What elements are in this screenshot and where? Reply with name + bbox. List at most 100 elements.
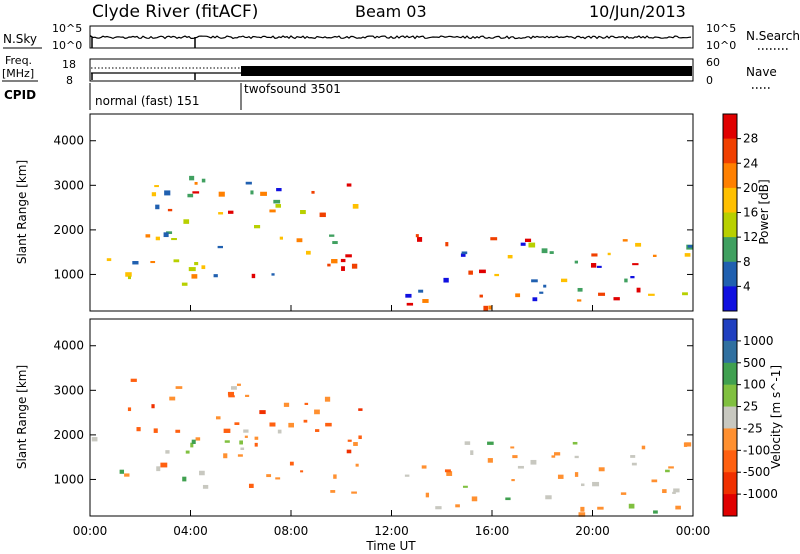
data-cell <box>672 491 676 494</box>
data-cell <box>576 299 582 302</box>
y-tick-label: 1000 <box>53 472 84 486</box>
data-cell <box>283 402 290 407</box>
data-cell <box>675 505 681 510</box>
data-cell <box>324 396 331 402</box>
colorbar-tick-label: 100 <box>743 378 766 392</box>
colorbar-swatch <box>723 261 737 287</box>
data-cell <box>631 462 637 466</box>
y-tick-label: 2000 <box>53 223 84 237</box>
data-cell <box>572 441 578 445</box>
colorbar-tick-label: 24 <box>743 156 758 170</box>
data-cell <box>684 442 692 447</box>
x-tick-label: 12:00 <box>374 524 409 538</box>
data-cell <box>543 284 547 288</box>
colorbar-swatch <box>723 494 737 517</box>
data-cell <box>479 294 483 298</box>
data-cell <box>166 231 173 235</box>
data-cell <box>346 449 352 454</box>
data-cell <box>470 450 474 455</box>
freq-unit-label: [MHz] <box>2 67 34 80</box>
data-cell <box>554 452 561 456</box>
data-cell <box>512 455 518 459</box>
data-cell <box>227 391 235 396</box>
colorbar-tick-label: -100 <box>743 443 770 457</box>
data-cell <box>652 254 657 257</box>
nsky-trace <box>90 34 692 48</box>
data-cell <box>240 447 245 450</box>
data-cell <box>598 292 606 296</box>
x-tick-label: 16:00 <box>475 524 510 538</box>
data-cell <box>243 429 249 433</box>
data-cell <box>607 252 611 256</box>
data-cell <box>507 254 513 259</box>
data-cell <box>653 510 658 514</box>
data-cell <box>248 483 254 488</box>
data-cell <box>218 212 224 215</box>
data-cell <box>191 439 196 445</box>
colorbar-tick-label: -25 <box>743 421 763 435</box>
data-cell <box>165 450 170 454</box>
freq-alternating-band <box>241 66 692 76</box>
data-cell <box>358 408 363 411</box>
data-cell <box>223 453 228 459</box>
nsearch-tick-top: 10^5 <box>706 22 736 35</box>
data-cell <box>269 422 276 427</box>
data-cell <box>277 429 282 434</box>
power-y-axis-label: Slant Range [km] <box>15 160 29 264</box>
velocity-plot-background <box>90 319 693 516</box>
data-cell <box>155 204 160 210</box>
data-cell <box>224 440 230 443</box>
data-cell <box>435 506 442 510</box>
data-cell <box>331 259 338 264</box>
data-cell <box>628 503 635 509</box>
y-tick-label: 1000 <box>53 267 84 281</box>
data-cell <box>524 238 532 243</box>
data-cell <box>217 245 223 249</box>
data-cell <box>276 188 282 192</box>
data-cell <box>106 258 112 262</box>
nave-label: Nave <box>746 65 777 79</box>
data-cell <box>510 446 515 449</box>
data-cell <box>405 293 412 298</box>
data-cell <box>515 293 521 298</box>
x-tick-label: 00:00 <box>73 524 108 538</box>
velocity-y-axis: 1000 2000 3000 4000 <box>53 339 693 486</box>
data-cell <box>332 241 338 245</box>
colorbar-swatch <box>723 114 737 140</box>
data-cell <box>340 258 346 263</box>
data-cell <box>202 484 209 489</box>
data-cell <box>300 470 304 473</box>
data-cell <box>251 273 256 279</box>
data-cell <box>487 441 494 445</box>
data-cell <box>462 485 468 488</box>
freq-label: Freq. <box>5 54 32 67</box>
data-cell <box>417 237 423 242</box>
data-cell <box>687 245 693 248</box>
colorbar-tick-label: -1000 <box>743 487 778 501</box>
data-cell <box>163 232 169 238</box>
cpid-segment-2: twofsound 3501 <box>244 82 341 96</box>
colorbar-swatch <box>723 187 737 213</box>
data-cell <box>191 274 198 279</box>
nsky-tick-top: 10^5 <box>52 22 82 35</box>
data-cell <box>346 183 352 187</box>
data-cell <box>471 496 478 502</box>
data-cell <box>300 210 306 215</box>
data-cell <box>160 462 168 468</box>
data-cell <box>630 455 636 458</box>
data-cell <box>213 274 218 278</box>
data-cell <box>288 422 294 428</box>
nsky-line <box>90 34 692 40</box>
data-cell <box>461 251 468 255</box>
data-cell <box>557 474 564 479</box>
time-x-axis: 00:00 04:00 08:00 12:00 16:00 20:00 00:00 <box>73 305 710 538</box>
data-cell <box>136 427 141 432</box>
data-cell <box>91 437 98 442</box>
data-cell <box>192 191 200 194</box>
data-cell <box>455 504 460 508</box>
x-axis-label: Time UT <box>365 539 416 553</box>
data-cell <box>327 263 331 267</box>
data-cell <box>345 254 352 258</box>
data-cell <box>169 396 176 401</box>
data-cell <box>125 272 132 277</box>
